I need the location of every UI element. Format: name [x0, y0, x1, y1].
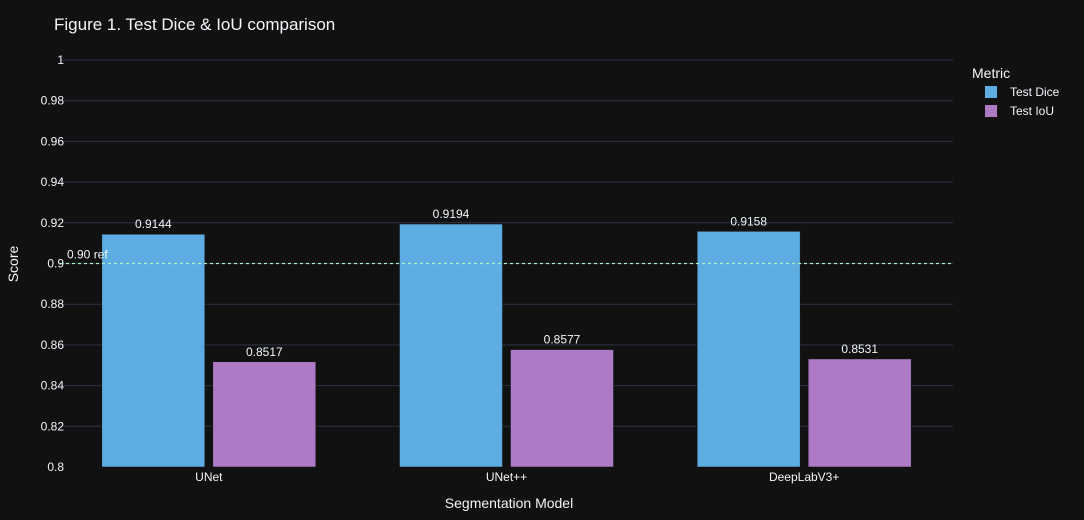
x-tick-labels: UNet UNet++ DeepLabV3+ — [195, 470, 839, 484]
data-label: 0.9194 — [433, 207, 470, 221]
legend[interactable]: Metric Test Dice Test IoU — [972, 65, 1060, 118]
x-tick-label: DeepLabV3+ — [769, 470, 839, 484]
data-label: 0.8531 — [841, 342, 878, 356]
x-axis-label: Segmentation Model — [445, 495, 573, 511]
y-tick-label: 0.96 — [41, 134, 65, 148]
legend-label: Test IoU — [1010, 104, 1054, 118]
y-tick-label: 0.9 — [47, 257, 64, 271]
chart-title: Figure 1. Test Dice & IoU comparison — [54, 15, 335, 34]
data-label: 0.9144 — [135, 217, 172, 231]
legend-swatch — [985, 86, 997, 98]
y-tick-label: 0.92 — [41, 216, 65, 230]
legend-title: Metric — [972, 65, 1010, 81]
data-label: 0.8517 — [246, 345, 283, 359]
bar-test-dice[interactable] — [399, 223, 503, 468]
y-axis-label: Score — [5, 246, 21, 283]
y-tick-label: 0.86 — [41, 338, 65, 352]
legend-item-test-iou[interactable]: Test IoU — [985, 104, 1054, 118]
bar-test-iou[interactable] — [212, 361, 317, 468]
bar-test-iou[interactable] — [510, 349, 614, 468]
legend-swatch — [985, 105, 997, 117]
legend-item-test-dice[interactable]: Test Dice — [985, 85, 1060, 99]
reference-line-label: 0.90 ref — [67, 248, 108, 262]
y-tick-label: 0.82 — [41, 419, 65, 433]
reference-line-group: 0.90 ref — [60, 248, 953, 265]
data-label: 0.9158 — [730, 214, 767, 228]
y-tick-label: 0.8 — [47, 460, 64, 474]
y-tick-label: 1 — [57, 53, 64, 67]
y-tick-label: 0.94 — [41, 175, 65, 189]
y-tick-label: 0.88 — [41, 297, 65, 311]
data-label: 0.8577 — [544, 333, 581, 347]
y-tick-label: 0.84 — [41, 379, 65, 393]
y-tick-label: 0.98 — [41, 94, 65, 108]
bar-test-dice[interactable] — [101, 233, 206, 468]
x-tick-label: UNet — [195, 470, 223, 484]
data-labels: 0.9144 0.8517 0.9194 0.8577 0.9158 0.8531 — [135, 207, 878, 359]
x-tick-label: UNet++ — [486, 470, 527, 484]
legend-label: Test Dice — [1010, 85, 1060, 99]
gridlines — [60, 59, 953, 427]
bar-test-dice[interactable] — [696, 231, 801, 468]
bar-test-iou[interactable] — [807, 358, 912, 468]
y-tick-labels: 0.8 0.82 0.84 0.86 0.88 0.9 0.92 0.94 0.96 0.98 1 — [41, 53, 65, 474]
bars — [101, 223, 912, 468]
